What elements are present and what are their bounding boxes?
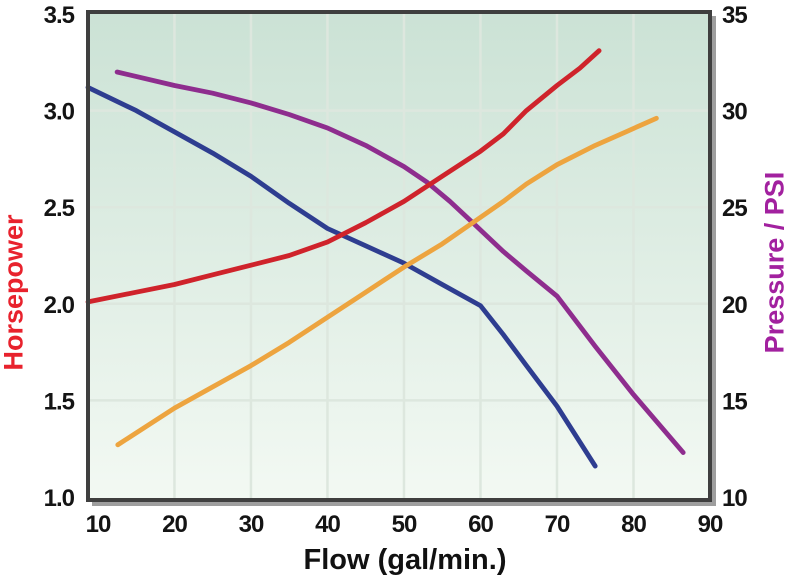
right-y-tick-label: 30 xyxy=(722,99,747,126)
left-y-tick-label: 2.5 xyxy=(44,195,75,222)
x-axis-title-flow: Flow (gal/min.) xyxy=(303,544,507,576)
pressure-curve-blue xyxy=(85,85,598,469)
x-tick-label: 20 xyxy=(162,511,187,538)
right-y-tick-label: 15 xyxy=(722,388,747,415)
x-tick-label: 60 xyxy=(468,511,493,538)
right-axis-title-pressure-psi: Pressure / PSI xyxy=(759,171,790,354)
horsepower-curve-orange xyxy=(115,115,659,448)
left-y-tick-label: 3.0 xyxy=(44,99,75,126)
left-axis-title-horsepower: Horsepower xyxy=(0,214,29,371)
x-tick-label: 50 xyxy=(392,511,417,538)
pressure-curve-purple xyxy=(114,69,686,456)
x-tick-label: 70 xyxy=(545,511,570,538)
x-tick-label: 80 xyxy=(621,511,646,538)
x-tick-label: 40 xyxy=(315,511,340,538)
left-y-tick-label: 1.0 xyxy=(44,485,75,512)
right-y-tick-label: 25 xyxy=(722,195,747,222)
right-y-tick-label: 10 xyxy=(722,485,747,512)
x-tick-label: 30 xyxy=(239,511,264,538)
right-y-tick-label: 35 xyxy=(722,2,747,29)
left-y-tick-label: 3.5 xyxy=(44,2,75,29)
left-y-tick-label: 1.5 xyxy=(44,388,75,415)
right-y-tick-label: 20 xyxy=(722,292,747,319)
left-y-tick-label: 2.0 xyxy=(44,292,75,319)
x-tick-label: 10 xyxy=(86,511,111,538)
x-tick-label: 90 xyxy=(698,511,723,538)
horsepower-curve-red xyxy=(85,48,602,305)
